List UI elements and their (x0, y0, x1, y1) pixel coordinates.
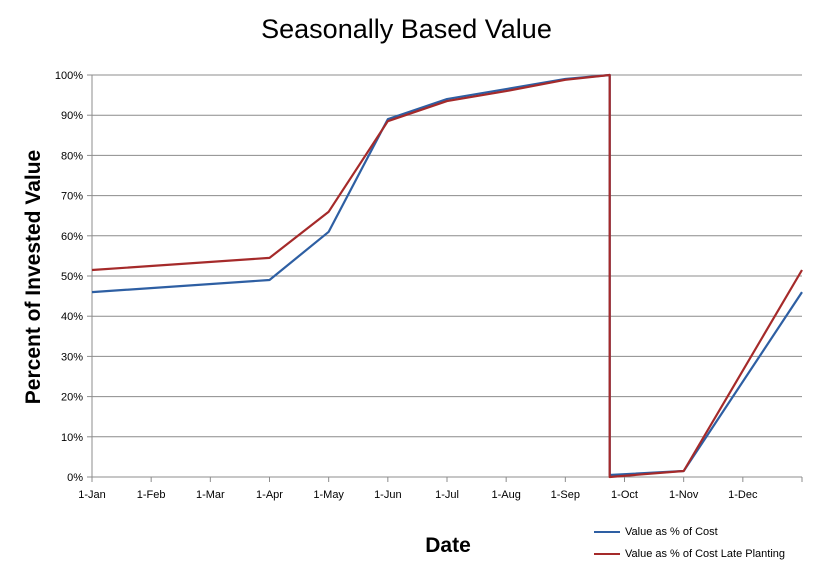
x-tick-label: 1-Jun (374, 489, 402, 501)
legend-label-cost: Value as % of Cost (625, 525, 718, 538)
y-tick-label: 80% (61, 150, 83, 162)
y-tick-label: 10% (61, 432, 83, 444)
x-tick-label: 1-Jul (435, 489, 459, 501)
x-tick-labels: 1-Jan 1-Feb 1-Mar 1-Apr 1-May 1-Jun 1-Jul 1-Aug… (78, 489, 758, 501)
y-tick-labels: 0% 10% 20% 30% 40% 50% 60% 70% 80% 90% 100% (55, 70, 83, 484)
legend: Value as % of Cost Value as % of Cost La… (594, 524, 785, 568)
x-tick-label: 1-Oct (611, 489, 638, 501)
x-tick-label: 1-Sep (551, 489, 580, 501)
x-tick-label: 1-Apr (256, 489, 283, 501)
x-tick-label: 1-Aug (491, 489, 520, 501)
y-tick-label: 90% (61, 110, 83, 122)
legend-item-late-planting: Value as % of Cost Late Planting (594, 546, 785, 561)
y-tick-label: 100% (55, 70, 83, 82)
legend-item-cost: Value as % of Cost (594, 524, 785, 539)
legend-swatch-cost (594, 530, 620, 533)
chart-title: Seasonally Based Value (261, 14, 552, 44)
legend-swatch-late-planting (594, 552, 620, 555)
y-tick-label: 30% (61, 351, 83, 363)
y-tick-label: 20% (61, 392, 83, 404)
y-tick-label: 50% (61, 271, 83, 283)
y-tick-label: 70% (61, 191, 83, 203)
x-tick-label: 1-May (313, 489, 344, 501)
x-axis-label: Date (425, 534, 471, 557)
gridlines (92, 74, 802, 438)
axes (87, 74, 803, 482)
x-tick-label: 1-Nov (669, 489, 699, 501)
y-tick-label: 0% (67, 472, 83, 484)
x-tick-label: 1-Jan (78, 489, 106, 501)
y-tick-label: 40% (61, 311, 83, 323)
x-tick-label: 1-Dec (728, 489, 758, 501)
legend-label-late-planting: Value as % of Cost Late Planting (625, 547, 786, 560)
y-tick-label: 60% (61, 231, 83, 243)
series-line-cost (91, 73, 803, 477)
series-lines (91, 73, 803, 479)
x-tick-label: 1-Feb (137, 489, 166, 501)
series-line-late-planting (91, 73, 803, 479)
x-tick-label: 1-Mar (196, 489, 225, 501)
